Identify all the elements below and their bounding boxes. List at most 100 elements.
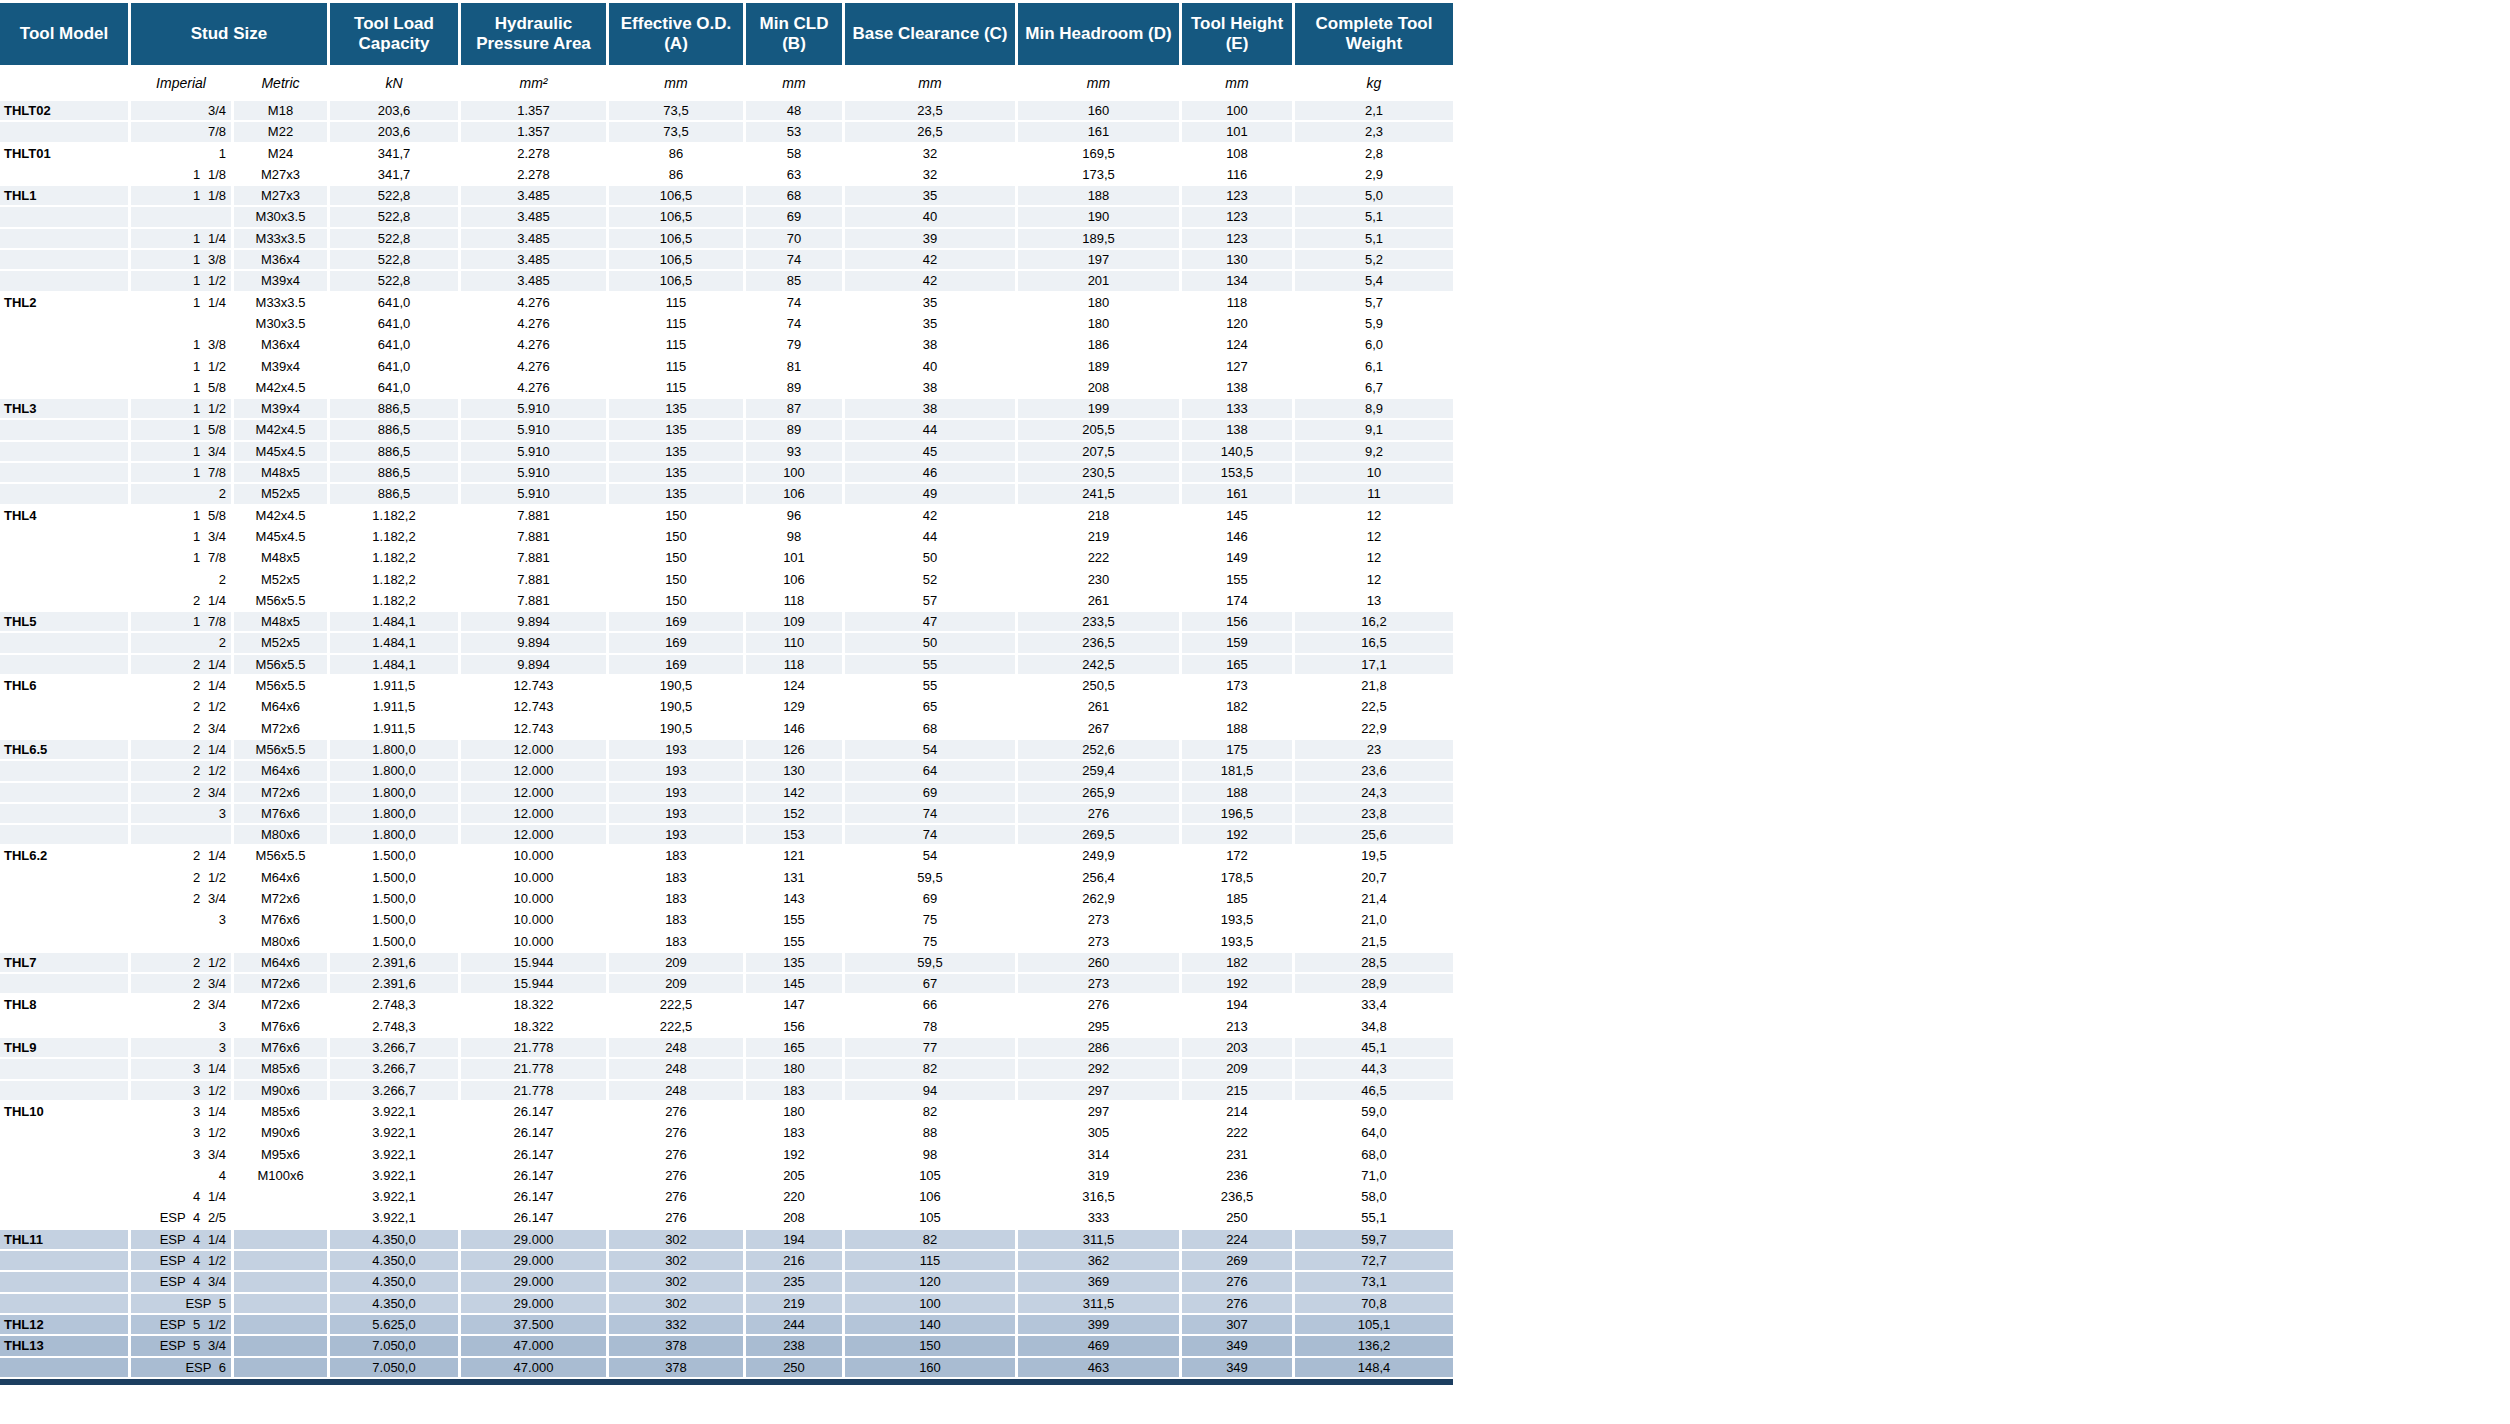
cell-min-headroom: 189 — [1018, 357, 1179, 376]
cell-min-headroom: 230,5 — [1018, 463, 1179, 482]
cell-stud-metric: M42x4.5 — [234, 378, 327, 397]
cell-tool-weight: 5,2 — [1295, 250, 1453, 269]
cell-pressure-area: 26.147 — [461, 1166, 606, 1185]
cell-pressure-area: 9.894 — [461, 612, 606, 631]
cell-stud-metric: M80x6 — [234, 825, 327, 844]
cell-tool-model — [0, 527, 128, 546]
cell-tool-weight: 28,9 — [1295, 974, 1453, 993]
cell-effective-od: 150 — [609, 591, 743, 610]
cell-min-headroom: 286 — [1018, 1038, 1179, 1057]
cell-effective-od: 150 — [609, 527, 743, 546]
table-row: 2 3/4M72x61.500,010.00018314369262,91852… — [0, 889, 1456, 908]
cell-base-clearance: 35 — [845, 293, 1015, 312]
table-row: THL11ESP 4 1/44.350,029.00030219482311,5… — [0, 1230, 1456, 1249]
cell-min-cld: 79 — [746, 335, 842, 354]
cell-load-capacity: 4.350,0 — [330, 1272, 458, 1291]
cell-pressure-area: 29.000 — [461, 1294, 606, 1313]
cell-effective-od: 276 — [609, 1208, 743, 1227]
cell-tool-model — [0, 804, 128, 823]
cell-tool-height: 133 — [1182, 399, 1292, 418]
cell-effective-od: 302 — [609, 1294, 743, 1313]
cell-tool-height: 307 — [1182, 1315, 1292, 1334]
cell-min-headroom: 219 — [1018, 527, 1179, 546]
table-row: M80x61.500,010.00018315575273193,521,5 — [0, 932, 1456, 951]
cell-load-capacity: 4.350,0 — [330, 1230, 458, 1249]
cell-load-capacity: 641,0 — [330, 314, 458, 333]
cell-tool-weight: 22,5 — [1295, 697, 1453, 716]
cell-stud-imperial: 3 1/2 — [131, 1081, 231, 1100]
cell-tool-height: 123 — [1182, 186, 1292, 205]
cell-load-capacity: 1.182,2 — [330, 506, 458, 525]
table-row: 3 1/4M85x63.266,721.7782481808229220944,… — [0, 1059, 1456, 1078]
cell-min-cld: 131 — [746, 868, 842, 887]
cell-base-clearance: 35 — [845, 314, 1015, 333]
cell-tool-weight: 5,0 — [1295, 186, 1453, 205]
cell-tool-height: 269 — [1182, 1251, 1292, 1270]
cell-effective-od: 115 — [609, 293, 743, 312]
cell-stud-imperial: 2 — [131, 570, 231, 589]
col-header-pressure-area: Hydraulic Pressure Area — [461, 3, 606, 65]
cell-pressure-area: 10.000 — [461, 868, 606, 887]
cell-stud-metric — [234, 1315, 327, 1334]
col-header-min-headroom: Min Headroom (D) — [1018, 3, 1179, 65]
cell-tool-model — [0, 378, 128, 397]
cell-min-cld: 216 — [746, 1251, 842, 1270]
cell-min-headroom: 161 — [1018, 122, 1179, 141]
units-row: Imperial Metric kN mm² mm mm mm mm mm kg — [0, 70, 1456, 96]
table-row: THL12ESP 5 1/25.625,037.5003322441403993… — [0, 1315, 1456, 1334]
table-row: THL13ESP 5 3/47.050,047.0003782381504693… — [0, 1336, 1456, 1355]
cell-tool-weight: 2,9 — [1295, 165, 1453, 184]
cell-min-cld: 68 — [746, 186, 842, 205]
cell-stud-metric: M33x3.5 — [234, 229, 327, 248]
cell-min-headroom: 292 — [1018, 1059, 1179, 1078]
cell-tool-weight: 16,2 — [1295, 612, 1453, 631]
table-row: 2 1/4M56x5.51.484,19.89416911855242,5165… — [0, 655, 1456, 674]
table-row: 4 1/43.922,126.147276220106316,5236,558,… — [0, 1187, 1456, 1206]
cell-tool-weight: 34,8 — [1295, 1017, 1453, 1036]
cell-stud-metric: M85x6 — [234, 1059, 327, 1078]
cell-min-headroom: 180 — [1018, 314, 1179, 333]
cell-base-clearance: 150 — [845, 1336, 1015, 1355]
cell-tool-height: 349 — [1182, 1336, 1292, 1355]
cell-tool-weight: 16,5 — [1295, 633, 1453, 652]
datasheet-page: { "colors":{ "header_bg":"#155880", "sha… — [0, 0, 2510, 1424]
cell-load-capacity: 641,0 — [330, 357, 458, 376]
cell-effective-od: 248 — [609, 1081, 743, 1100]
cell-base-clearance: 66 — [845, 995, 1015, 1014]
cell-pressure-area: 10.000 — [461, 932, 606, 951]
cell-effective-od: 115 — [609, 357, 743, 376]
cell-tool-weight: 5,9 — [1295, 314, 1453, 333]
cell-min-cld: 118 — [746, 655, 842, 674]
cell-tool-model — [0, 1358, 128, 1377]
cell-stud-metric: M72x6 — [234, 995, 327, 1014]
cell-effective-od: 276 — [609, 1187, 743, 1206]
cell-min-cld: 70 — [746, 229, 842, 248]
tool-group-THL6: THL62 1/4M56x5.51.911,512.743190,5124552… — [0, 676, 1456, 738]
cell-tool-model — [0, 655, 128, 674]
cell-load-capacity: 886,5 — [330, 484, 458, 503]
cell-load-capacity: 1.182,2 — [330, 591, 458, 610]
cell-base-clearance: 42 — [845, 506, 1015, 525]
cell-base-clearance: 40 — [845, 357, 1015, 376]
cell-pressure-area: 29.000 — [461, 1251, 606, 1270]
cell-tool-height: 276 — [1182, 1294, 1292, 1313]
cell-pressure-area: 15.944 — [461, 974, 606, 993]
cell-tool-height: 250 — [1182, 1208, 1292, 1227]
cell-tool-height: 138 — [1182, 420, 1292, 439]
unit-cld: mm — [746, 70, 842, 96]
cell-min-headroom: 261 — [1018, 697, 1179, 716]
cell-base-clearance: 75 — [845, 932, 1015, 951]
cell-pressure-area: 3.485 — [461, 250, 606, 269]
cell-tool-height: 161 — [1182, 484, 1292, 503]
cell-effective-od: 276 — [609, 1102, 743, 1121]
cell-stud-metric: M80x6 — [234, 932, 327, 951]
cell-pressure-area: 26.147 — [461, 1208, 606, 1227]
cell-min-cld: 89 — [746, 420, 842, 439]
cell-base-clearance: 45 — [845, 442, 1015, 461]
cell-tool-weight: 12 — [1295, 570, 1453, 589]
cell-stud-metric: M56x5.5 — [234, 740, 327, 759]
cell-tool-height: 349 — [1182, 1358, 1292, 1377]
cell-min-cld: 58 — [746, 144, 842, 163]
cell-min-cld: 74 — [746, 314, 842, 333]
cell-tool-height: 192 — [1182, 825, 1292, 844]
